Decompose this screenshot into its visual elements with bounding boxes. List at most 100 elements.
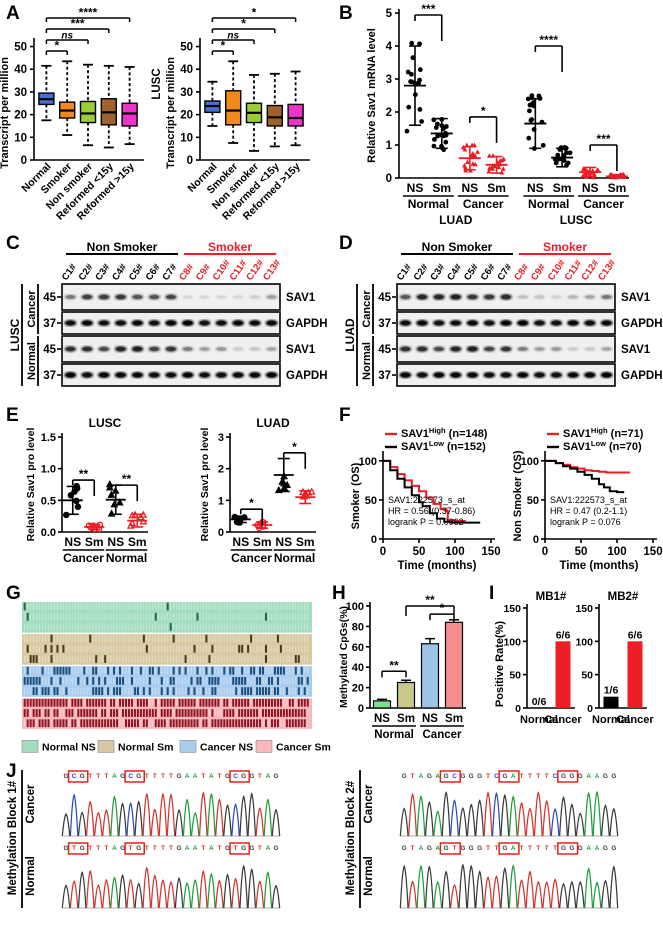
cpg-site-empty	[238, 613, 240, 621]
cpg-site-methylated	[116, 677, 119, 685]
cpg-site-empty	[24, 687, 26, 695]
cpg-site-empty	[220, 635, 222, 643]
protein-band	[97, 345, 111, 353]
cpg-site-methylated	[190, 709, 193, 717]
significance-label: ns	[227, 31, 239, 42]
base-letter: G	[225, 773, 230, 780]
cpg-site-methylated	[300, 709, 303, 717]
y-tick-label: 20	[14, 110, 27, 122]
cpg-site-empty	[89, 667, 91, 675]
cpg-site-empty	[205, 645, 207, 653]
cpg-site-empty	[95, 645, 97, 653]
cpg-site-methylated	[297, 719, 300, 728]
cpg-site-empty	[274, 603, 276, 610]
cpg-site-methylated	[184, 709, 187, 717]
cpg-site-empty	[256, 623, 258, 631]
cpg-site-methylated	[130, 698, 133, 707]
x-tick-label: Sm	[432, 181, 451, 195]
base-letter: T	[72, 845, 76, 852]
cpg-site-empty	[274, 623, 276, 631]
significance-label: ns	[61, 31, 73, 42]
cpg-site-empty	[95, 613, 97, 621]
cpg-site-empty	[232, 645, 234, 653]
legend-label-0: Normal NS	[42, 741, 96, 753]
cpg-site-methylated	[47, 719, 50, 728]
lane-label: C5#	[462, 262, 481, 283]
cpg-site-methylated	[196, 612, 199, 621]
chromatogram-peak	[182, 882, 192, 909]
cpg-site-methylated	[35, 655, 38, 663]
chromatogram-peak	[575, 812, 585, 837]
cpg-site-methylated	[256, 677, 259, 685]
significance-label: *	[440, 601, 445, 615]
chromatogram-peak	[491, 791, 501, 837]
cpg-site-empty	[146, 603, 148, 610]
panel-j: J Methylation Block 1# Cancer G C G T T T A G C G T T…	[0, 760, 663, 925]
protein-label: GAPDH	[286, 318, 328, 330]
chromatogram-peak	[134, 882, 144, 909]
cpg-site-methylated	[190, 677, 193, 685]
cpg-site-methylated	[175, 719, 178, 728]
cpg-box-2	[557, 842, 579, 855]
cpg-site-empty	[169, 687, 172, 695]
cpg-site-methylated	[154, 709, 157, 717]
cpg-site-empty	[143, 613, 145, 621]
base-letter: C	[233, 773, 238, 780]
significance-label: *	[252, 6, 257, 20]
cpg-site-methylated	[56, 687, 59, 695]
cpg-site-empty	[146, 687, 148, 695]
base-letter: T	[536, 773, 540, 780]
cpg-site-methylated	[247, 687, 250, 695]
cpg-site-empty	[193, 655, 195, 663]
cpg-site-empty	[199, 687, 201, 695]
cpg-site-empty	[140, 645, 142, 653]
protein-band-core	[534, 320, 545, 326]
cpg-site-empty	[229, 687, 231, 695]
cpg-site-empty	[152, 687, 154, 695]
cpg-site-empty	[128, 645, 130, 653]
cpg-site-empty	[47, 667, 49, 675]
cpg-site-methylated	[92, 687, 95, 695]
cpg-site-empty	[164, 623, 166, 631]
protein-band-core	[467, 294, 478, 300]
stats-line: SAV1:222573_s_at	[550, 495, 627, 505]
cpg-site-methylated	[232, 666, 235, 675]
cpg-site-methylated	[44, 644, 47, 653]
cpg-site-methylated	[32, 677, 35, 685]
cpg-site-empty	[161, 645, 163, 653]
base-letter: A	[185, 845, 190, 852]
cpg-site-methylated	[178, 709, 181, 717]
cpg-site-empty	[181, 623, 183, 631]
cpg-site-empty	[83, 655, 85, 663]
cpg-site-empty	[241, 623, 243, 631]
cpg-site-empty	[286, 603, 288, 610]
cpg-site-methylated	[262, 666, 265, 675]
cpg-site-empty	[95, 603, 97, 610]
legend-label: SAV1Low (n=152)	[401, 439, 486, 453]
base-letter: T	[258, 845, 262, 852]
panel-g: G Normal NS Normal Sm Cancer NS Cancer Sm	[0, 580, 335, 760]
bar-Cancer	[627, 641, 643, 708]
data-point	[406, 104, 412, 110]
legend-count: (n=71)	[608, 428, 644, 440]
cpg-site-empty	[140, 655, 142, 663]
cpg-site-empty	[62, 677, 64, 685]
protein-band-core	[250, 320, 260, 326]
cpg-site-empty	[232, 635, 234, 643]
cpg-site-empty	[152, 645, 154, 653]
protein-label: SAV1	[621, 292, 651, 304]
cpg-site-empty	[77, 655, 79, 663]
cpg-site-empty	[113, 603, 115, 610]
protein-band	[181, 294, 194, 300]
cpg-site-methylated	[116, 687, 119, 695]
cpg-site-methylated	[172, 666, 175, 675]
cpg-site-empty	[89, 687, 91, 695]
cpg-site-empty	[307, 709, 309, 717]
panel-d-blots: Non Smoker SmokerC1#C2#C3#C4#C5#C6#C7#C8#…	[343, 240, 663, 387]
cpg-site-methylated	[187, 698, 190, 707]
cpg-site-methylated	[56, 644, 59, 653]
cpg-site-empty	[35, 667, 38, 675]
cpg-site-methylated	[244, 687, 247, 695]
protein-band-core	[467, 346, 478, 352]
